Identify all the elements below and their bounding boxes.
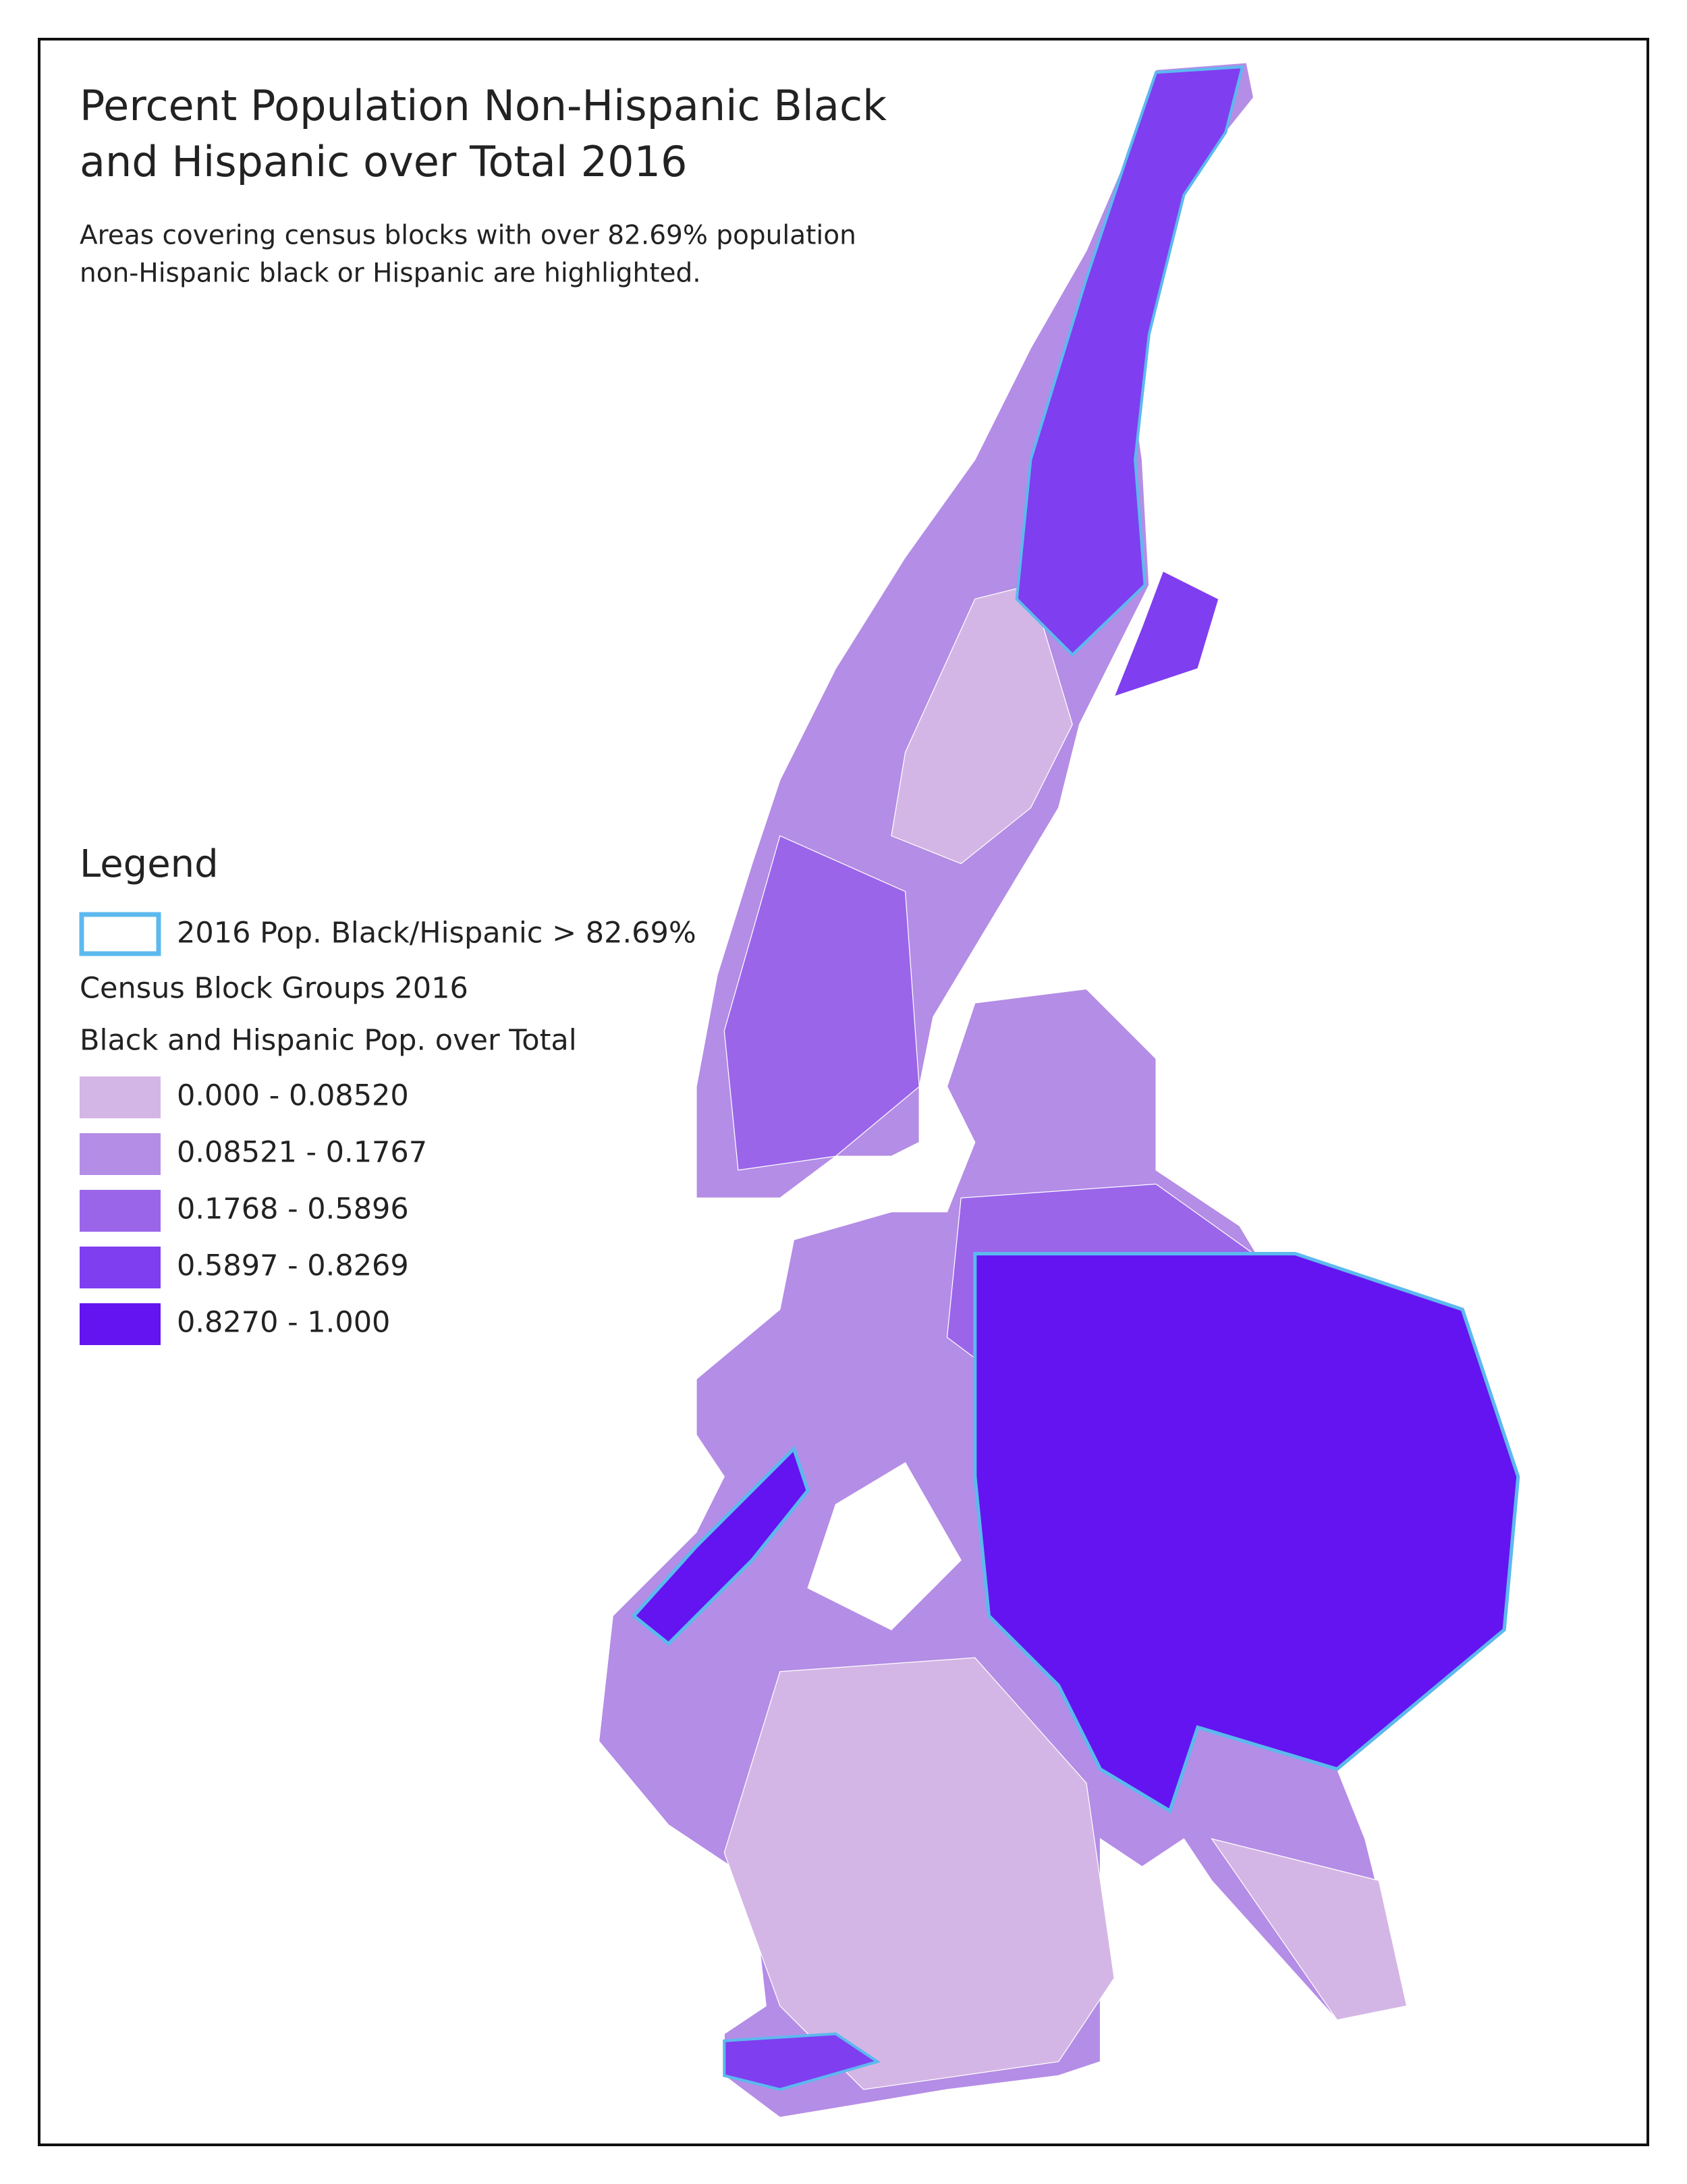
upper-manhattan xyxy=(1015,65,1244,657)
south-brooklyn xyxy=(723,1657,1115,2090)
legend-title: Legend xyxy=(80,842,219,886)
legend-label: 0.000 - 0.08520 xyxy=(177,1079,409,1113)
legend-label: 2016 Pop. Black/Hispanic > 82.69% xyxy=(177,917,696,950)
subtitle: non-Hispanic black or Hispanic are highl… xyxy=(80,258,701,289)
title: Percent Population Non-Hispanic Black xyxy=(80,81,887,130)
legend-label: 0.08521 - 0.1767 xyxy=(177,1136,427,1170)
legend-swatch xyxy=(80,1190,161,1232)
roosevelt-island xyxy=(1113,570,1219,698)
legend-label: 0.8270 - 1.000 xyxy=(177,1306,390,1340)
legend-label: 0.5897 - 0.8269 xyxy=(177,1249,409,1283)
park xyxy=(807,1462,962,1631)
legend-field-title: Black and Hispanic Pop. over Total xyxy=(80,1024,577,1058)
map xyxy=(598,62,1520,2118)
waterfront-highlight xyxy=(631,1445,810,1646)
title: and Hispanic over Total 2016 xyxy=(80,137,687,186)
legend-swatch xyxy=(80,1133,161,1175)
subtitle: Areas covering census blocks with over 8… xyxy=(80,221,856,251)
jamaica-bay xyxy=(1211,1838,1408,2021)
legend-classes: 0.000 - 0.08520 0.08521 - 0.1767 0.1768 - … xyxy=(80,1076,427,1345)
legend-swatch xyxy=(80,1247,161,1288)
highlight-region xyxy=(973,1252,1520,1814)
legend-group-title: Census Block Groups 2016 xyxy=(80,972,468,1006)
legend-label: 0.1768 - 0.5896 xyxy=(177,1193,409,1226)
coney-highlight xyxy=(723,2032,881,2092)
lower-east xyxy=(723,835,920,1171)
legend-swatch xyxy=(80,1303,161,1345)
legend-swatch xyxy=(80,1076,161,1118)
legend-highlight-swatch xyxy=(79,912,161,956)
